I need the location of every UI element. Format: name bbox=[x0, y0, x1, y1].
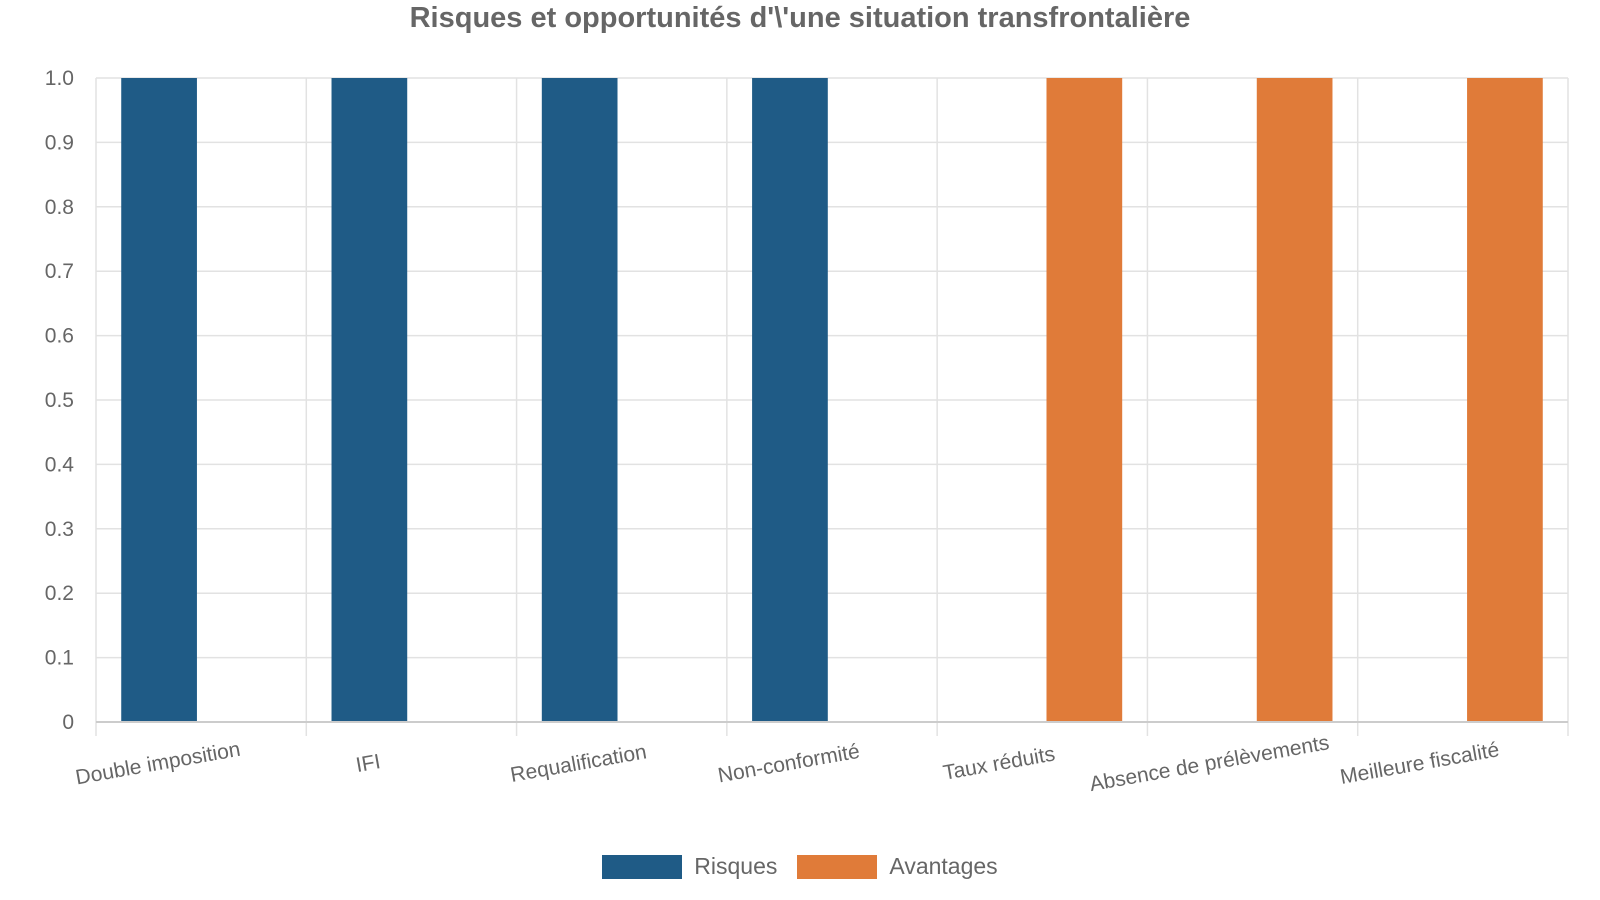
bar-risques-0[interactable] bbox=[121, 78, 197, 722]
y-tick-label: 1.0 bbox=[45, 67, 74, 90]
legend-swatch-risques bbox=[602, 854, 683, 879]
chart-title: Risques et opportunités d'\'une situatio… bbox=[409, 2, 1191, 34]
legend-item-risques[interactable]: Risques bbox=[602, 853, 777, 880]
legend-item-avantages[interactable]: Avantages bbox=[797, 853, 998, 880]
legend: Risques Avantages bbox=[0, 853, 1600, 880]
x-category-label: Requalification bbox=[509, 740, 649, 787]
legend-swatch-avantages bbox=[797, 854, 878, 879]
y-tick-label: 0.5 bbox=[45, 389, 74, 412]
x-category-label: Absence de prélèvements bbox=[1088, 731, 1331, 796]
y-tick-label: 0.4 bbox=[45, 453, 75, 476]
y-tick-label: 0.6 bbox=[45, 325, 74, 348]
legend-label-risques: Risques bbox=[694, 853, 778, 879]
x-category-label: IFI bbox=[354, 750, 382, 777]
bar-avantages-5[interactable] bbox=[1256, 78, 1333, 722]
y-tick-label: 0.7 bbox=[45, 260, 74, 283]
bars bbox=[121, 78, 1543, 722]
bar-avantages-4[interactable] bbox=[1046, 78, 1123, 722]
y-tick-label: 0.3 bbox=[45, 518, 74, 541]
grid-lines bbox=[95, 77, 1569, 736]
y-tick-label: 0.2 bbox=[45, 582, 74, 605]
y-tick-label: 0.8 bbox=[45, 196, 74, 219]
bar-risques-2[interactable] bbox=[541, 78, 618, 722]
x-category-label: Meilleure fiscalité bbox=[1338, 738, 1501, 789]
x-category-label: Taux réduits bbox=[941, 742, 1057, 784]
y-tick-label: 0.1 bbox=[45, 647, 74, 670]
bar-avantages-6[interactable] bbox=[1467, 78, 1543, 722]
y-tick-label: 0.9 bbox=[45, 131, 74, 154]
x-category-label: Non-conformité bbox=[716, 740, 861, 788]
bar-risques-1[interactable] bbox=[331, 78, 408, 722]
y-tick-label: 0 bbox=[62, 711, 74, 734]
x-category-label: Double imposition bbox=[74, 738, 242, 790]
legend-label-avantages: Avantages bbox=[889, 853, 998, 879]
bar-risques-3[interactable] bbox=[752, 78, 828, 722]
